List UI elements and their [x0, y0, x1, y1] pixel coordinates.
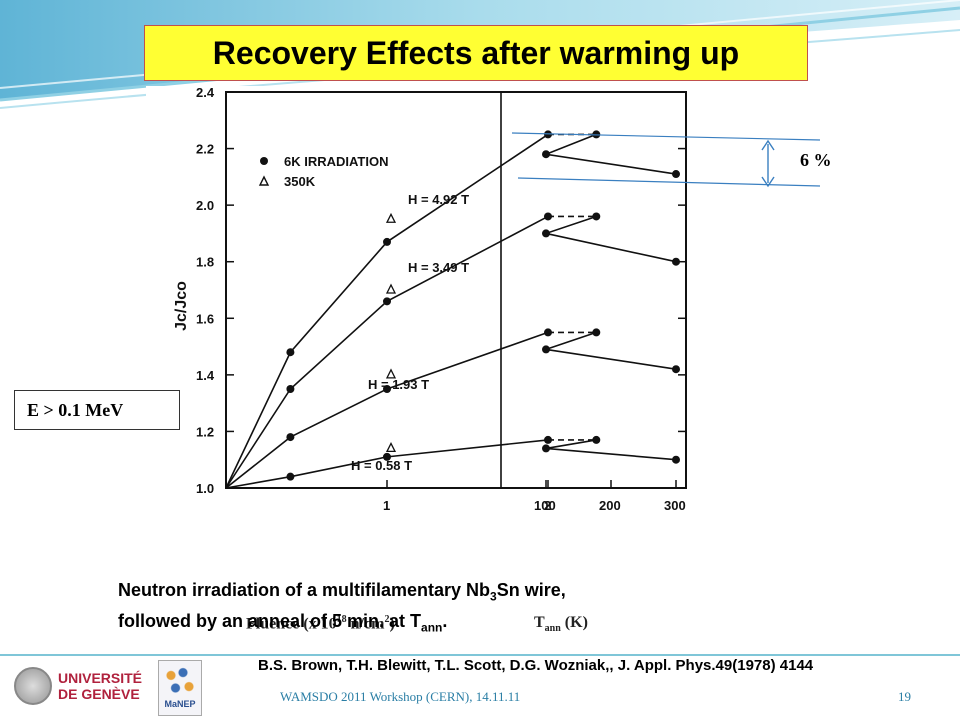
x-tick-label-tann: 200: [599, 498, 621, 513]
energy-note-box: E > 0.1 MeV: [14, 390, 180, 430]
fluence-axis-label: Fluence (x 1018 n/cm2): [246, 614, 395, 633]
energy-note: E > 0.1 MeV: [27, 399, 124, 420]
data-point: [544, 435, 552, 444]
data-point: [542, 150, 550, 159]
y-tick-label: 2.4: [196, 86, 215, 100]
page-number: 19: [898, 689, 911, 704]
data-point: [286, 385, 295, 393]
footer-divider: [0, 654, 960, 656]
x-tick-label-fluence: 2: [544, 498, 551, 513]
y-tick-label: 1.8: [196, 255, 214, 270]
data-point: [383, 237, 391, 246]
x-tick-label-tann: 300: [664, 498, 686, 513]
series-label: H = 1.93 T: [368, 377, 429, 392]
series-line: [225, 331, 549, 489]
plot-frame: [225, 91, 687, 489]
triangle-point: [385, 441, 397, 453]
data-point: [383, 452, 391, 461]
tann-axis-label: Tann (K): [534, 614, 588, 635]
data-point: [286, 433, 295, 442]
unige-logo: UNIVERSITÉ DE GENÈVE: [14, 662, 154, 710]
manep-logo: MaNEP: [158, 660, 202, 716]
data-point: [542, 229, 550, 238]
data-point: [592, 328, 601, 337]
legend-triangle-marker: [258, 175, 270, 186]
data-point: [592, 212, 601, 221]
caption-line-2: followed by an anneal of 5 min. at Tann.: [118, 610, 448, 635]
data-point: [542, 444, 550, 453]
unige-logo-text: UNIVERSITÉ DE GENÈVE: [58, 670, 143, 702]
data-point: [672, 455, 680, 464]
x-tick-label-tann: 100: [534, 498, 556, 513]
footer-text: WAMSDO 2011 Workshop (CERN), 14.11.11: [280, 689, 521, 704]
manep-dots-icon: [165, 667, 195, 695]
series-line: [225, 133, 549, 489]
y-axis-label: Jc/Jco: [173, 281, 190, 331]
data-point: [286, 472, 295, 481]
y-tick-label: 2.2: [196, 142, 214, 157]
slide-title: Recovery Effects after warming up: [212, 34, 740, 71]
legend-label-350k: 350K: [284, 174, 316, 189]
triangle-point: [385, 368, 397, 379]
manep-logo-text: MaNEP: [164, 699, 196, 709]
data-point: [286, 348, 295, 357]
series-label: H = 4.92 T: [408, 192, 469, 207]
y-tick-label: 1.6: [196, 311, 214, 326]
chart-panel: 1.0 1.2 1.4 1.6 1.8 2.0 2.2 2.4 Jc/Jco 1 2 100 200 30…: [146, 86, 750, 634]
triangle-point: [385, 212, 397, 223]
data-point: [542, 345, 550, 354]
data-point: [672, 365, 680, 374]
triangle-point: [385, 283, 397, 294]
series-label: H = 0.58 T: [351, 458, 412, 473]
data-point: [383, 385, 391, 393]
series-line: [225, 215, 549, 489]
slide-caption: Neutron irradiation of a multifilamentar…: [118, 578, 566, 639]
data-point: [672, 257, 680, 266]
series-label: H = 3.49 T: [408, 260, 469, 275]
caption-line-1: Neutron irradiation of a multifilamentar…: [118, 580, 566, 604]
slide-title-box: Recovery Effects after warming up: [144, 25, 808, 81]
data-point: [672, 170, 680, 179]
unige-seal-icon: [14, 667, 52, 705]
data-point: [544, 212, 552, 221]
data-point: [592, 435, 601, 444]
data-point: [383, 297, 391, 306]
data-point: [544, 328, 552, 337]
series-line: [225, 439, 549, 489]
y-tick-label: 1.4: [196, 368, 215, 383]
data-point: [544, 130, 552, 139]
y-tick-label: 1.2: [196, 424, 214, 439]
y-tick-label: 1.0: [196, 481, 214, 496]
x-tick-label-fluence: 1: [383, 498, 390, 513]
legend-filled-circle-marker: [260, 157, 268, 165]
percent-label: 6 %: [800, 150, 832, 170]
y-tick-label: 2.0: [196, 198, 214, 213]
legend-label-6k: 6K IRRADIATION: [284, 154, 388, 169]
reference-citation: B.S. Brown, T.H. Blewitt, T.L. Scott, D.…: [258, 657, 814, 674]
